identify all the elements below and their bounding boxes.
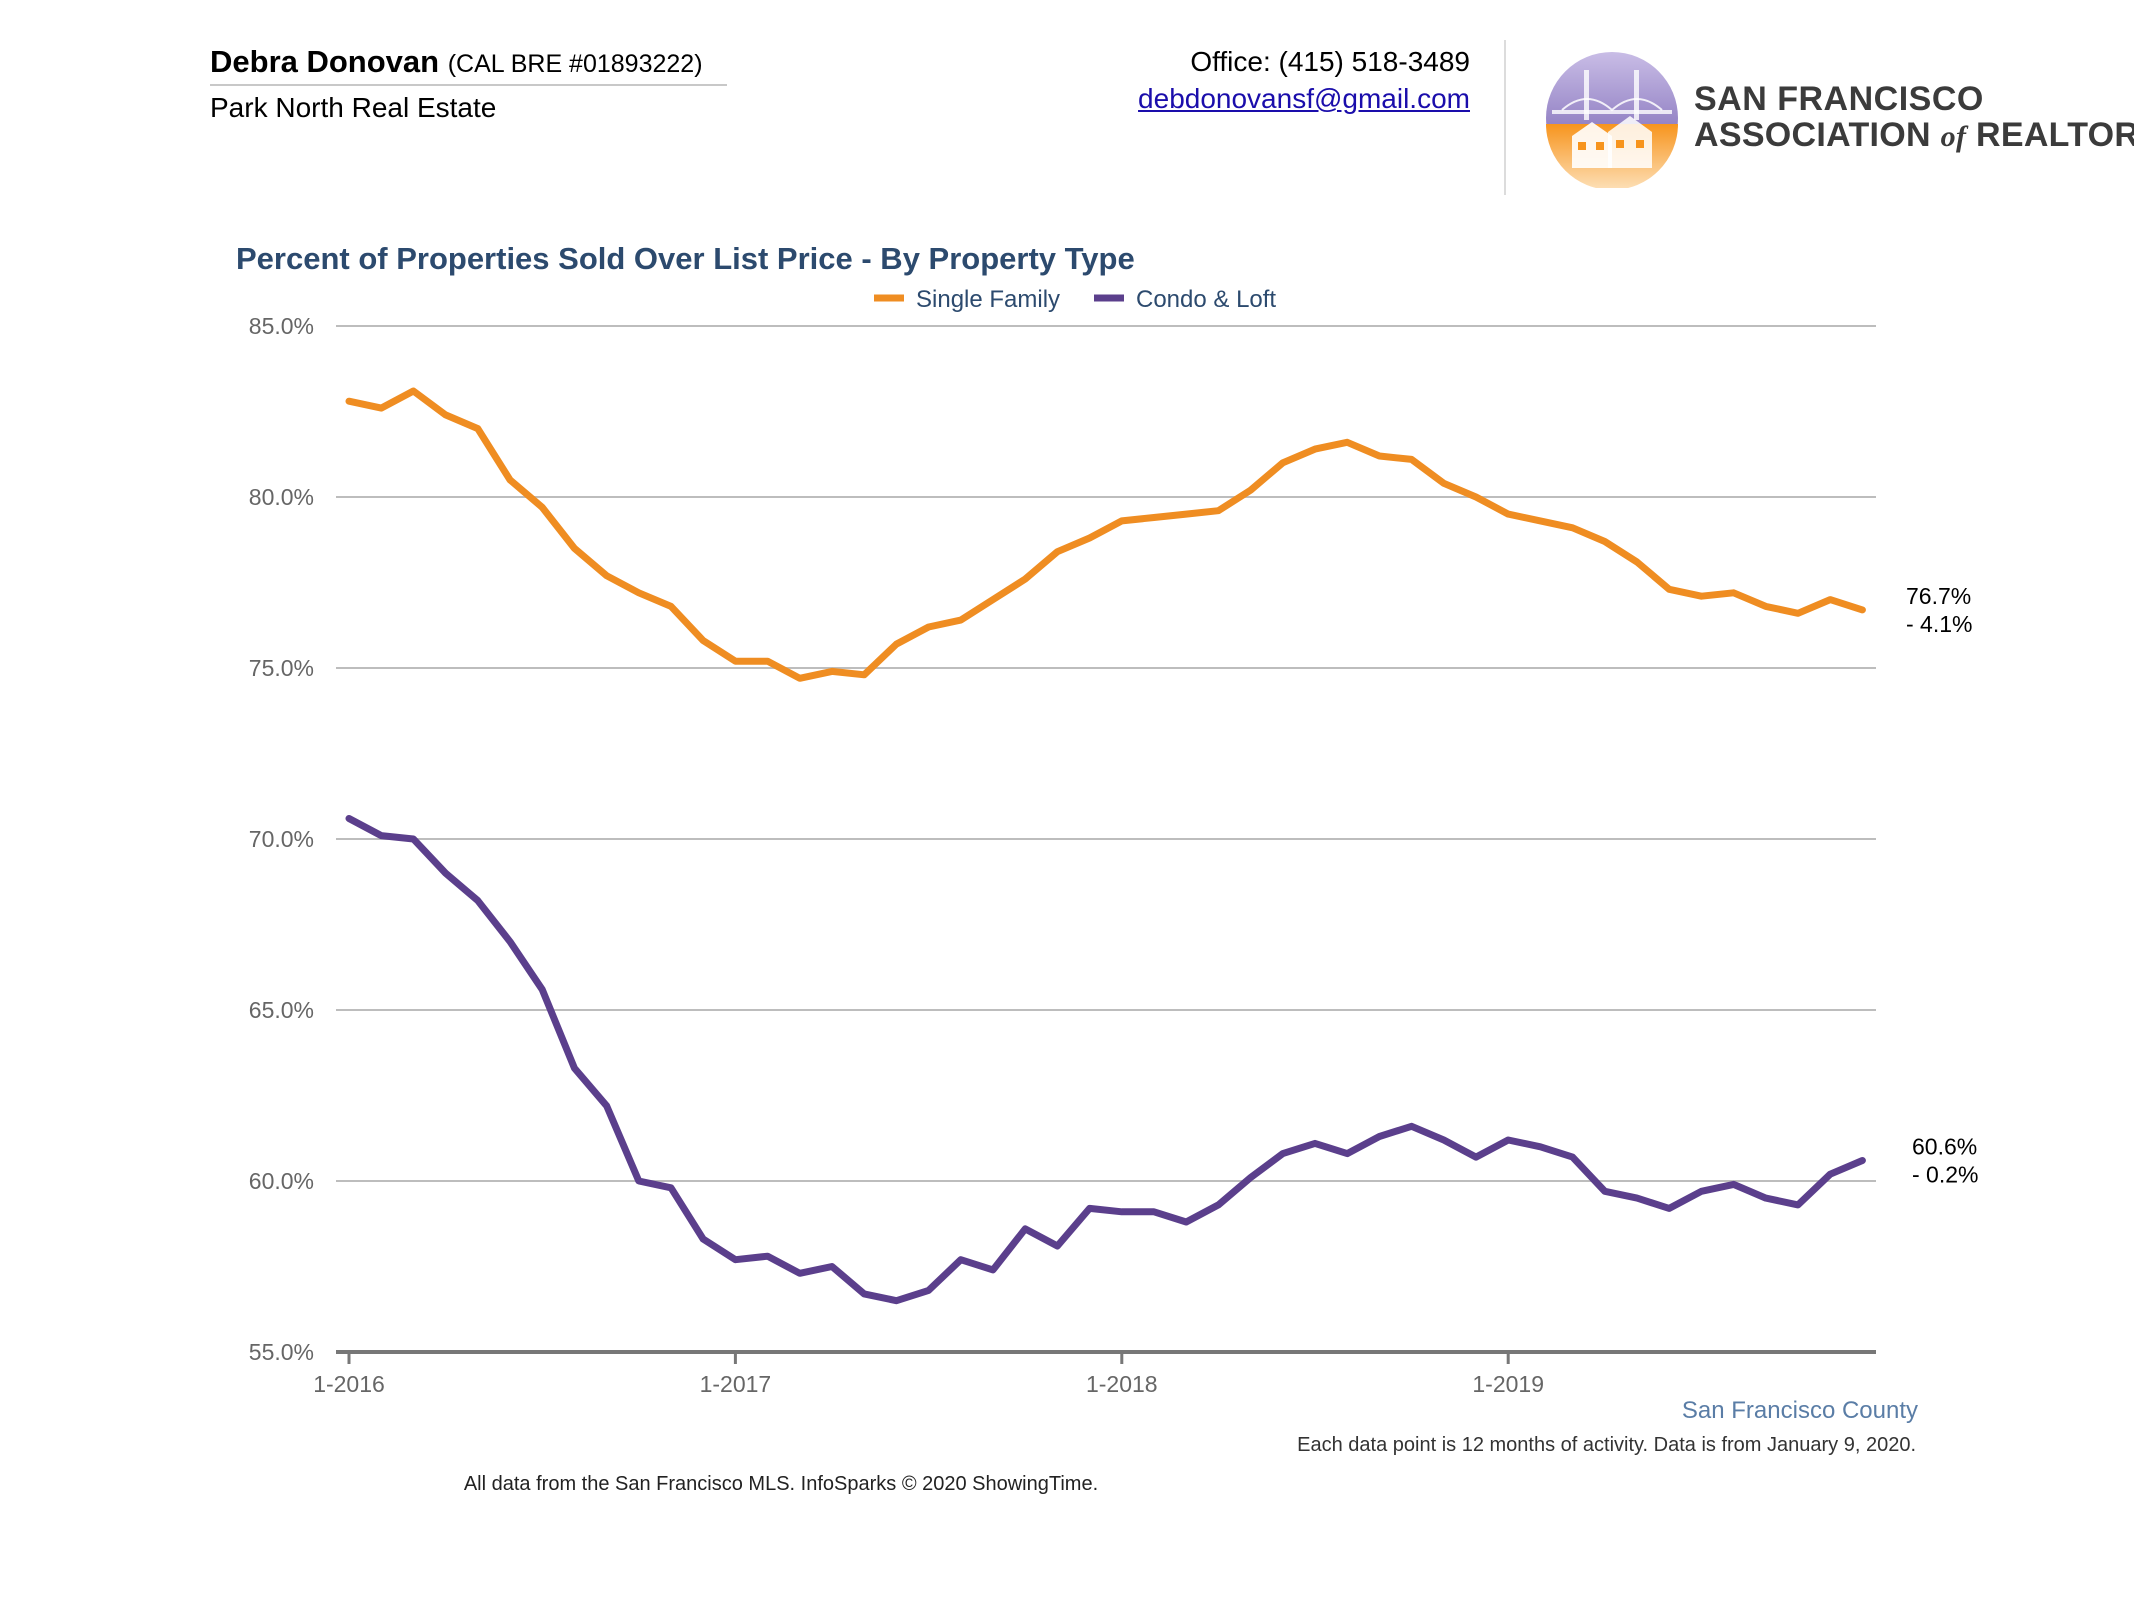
x-tick-label: 1-2017 [700,1371,772,1397]
chart-grid [336,325,1876,1182]
chart-title: Percent of Properties Sold Over List Pri… [236,241,1135,276]
header-divider [210,84,727,86]
chart-legend: Single Family Condo & Loft [874,286,1276,313]
end-change-label: - 4.1% [1906,611,1972,637]
x-axis: 1-2016 1-2017 1-2018 1-2019 [313,1350,1876,1397]
end-value-label: 60.6% [1912,1133,1977,1159]
office-phone: Office: (415) 518-3489 [1190,46,1470,77]
y-tick-label: 55.0% [249,1339,314,1365]
y-tick-label: 70.0% [249,826,314,852]
agent-name: Debra Donovan [210,44,440,79]
logo-subtitle-a: ASSOCIATION [1694,116,1941,154]
email-link[interactable]: debdonovansf@gmail.com [1138,83,1470,114]
header-vertical-divider [1504,40,1506,195]
series-line-condo-loft [345,815,1866,1305]
data-source: All data from the San Francisco MLS. Inf… [463,1473,1099,1495]
chart-series [345,387,1866,1305]
logo-title: SAN FRANCISCO [1694,80,1984,118]
logo-subtitle: ASSOCIATION of REALTORS® [1694,116,2134,155]
end-value-label: 76.7% [1906,583,1971,609]
x-tick-label: 1-2016 [313,1371,385,1397]
legend-label: Single Family [916,286,1060,313]
y-tick-label: 80.0% [249,484,314,510]
y-tick-label: 85.0% [249,313,314,339]
end-change-label: - 0.2% [1912,1161,1978,1187]
y-tick-label: 75.0% [249,655,314,681]
company-name: Park North Real Estate [210,92,497,123]
license-number: (CAL BRE #01893222) [447,50,703,78]
y-axis: 85.0% 80.0% 75.0% 70.0% 65.0% 60.0% 55.0% [249,313,314,1365]
y-tick-label: 60.0% [249,1168,314,1194]
county-label: San Francisco County [1681,1397,1918,1424]
agent-name-line: Debra Donovan (CAL BRE #01893222) [210,44,703,80]
data-note: Each data point is 12 months of activity… [1297,1434,1916,1456]
golden-gate-bridge-houses-logo [1546,52,1678,188]
x-tick-label: 1-2019 [1472,1371,1544,1397]
logo-subtitle-of: of [1940,120,1967,153]
end-labels: 76.7%- 4.1% 60.6%- 0.2% [1906,583,1978,1188]
legend-label: Condo & Loft [1136,286,1276,313]
y-tick-label: 65.0% [249,997,314,1023]
logo-subtitle-b: REALTORS [1975,116,2134,154]
series-line-single-family [345,387,1866,682]
x-tick-label: 1-2018 [1086,1371,1158,1397]
